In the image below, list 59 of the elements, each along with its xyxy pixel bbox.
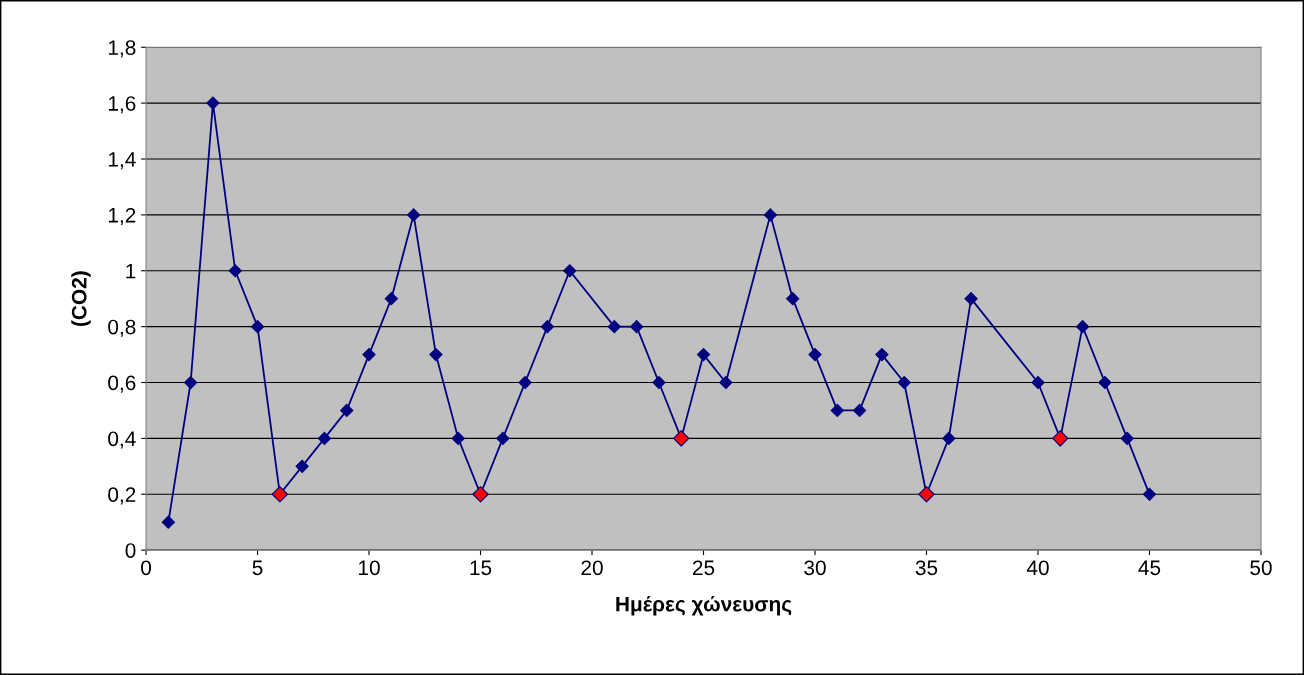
point bbox=[228, 264, 242, 278]
point bbox=[496, 431, 510, 445]
y-axis-title: (CO2) bbox=[71, 271, 91, 326]
y-tick-label: 0,8 bbox=[108, 319, 136, 337]
point bbox=[1075, 320, 1090, 334]
x-tick-label: 25 bbox=[692, 560, 715, 576]
point bbox=[340, 403, 354, 418]
x-tick-label: 10 bbox=[359, 560, 380, 576]
point bbox=[808, 347, 822, 362]
point bbox=[429, 347, 443, 362]
x-tick-label: 45 bbox=[1138, 560, 1161, 576]
point bbox=[1031, 375, 1045, 390]
y-tick-label: 0,4 bbox=[108, 431, 136, 449]
point bbox=[407, 208, 421, 222]
point bbox=[875, 347, 889, 362]
x-tick-label: 50 bbox=[1250, 560, 1272, 576]
point bbox=[763, 208, 777, 222]
point bbox=[540, 320, 555, 334]
point bbox=[250, 320, 265, 334]
y-tick-label: 1,6 bbox=[108, 96, 136, 114]
y-tick-label: 1,4 bbox=[108, 152, 136, 170]
point bbox=[161, 515, 175, 529]
x-tick-label: 30 bbox=[804, 560, 826, 576]
point bbox=[853, 403, 867, 418]
point bbox=[362, 347, 376, 362]
point bbox=[630, 320, 644, 334]
point bbox=[964, 292, 978, 306]
y-tick-label: 1 bbox=[126, 263, 136, 279]
point bbox=[652, 375, 666, 390]
y-tick-label: 1,2 bbox=[108, 207, 136, 226]
point bbox=[518, 375, 532, 390]
point bbox=[451, 431, 465, 445]
point bbox=[897, 375, 911, 390]
x-axis-title: Ημέρες χώνευσης bbox=[616, 595, 792, 616]
x-tick-label: 5 bbox=[252, 560, 263, 576]
x-tick-label: 40 bbox=[1026, 560, 1049, 576]
point bbox=[942, 431, 956, 445]
point bbox=[563, 264, 577, 278]
point bbox=[295, 459, 309, 473]
x-tick-label: 20 bbox=[581, 560, 603, 576]
point bbox=[607, 320, 621, 334]
point bbox=[384, 292, 398, 306]
y-tick-label: 0,2 bbox=[108, 487, 136, 505]
point bbox=[1098, 375, 1112, 390]
y-tick-label: 0 bbox=[125, 543, 136, 558]
point bbox=[786, 292, 800, 306]
point bbox=[206, 96, 220, 110]
point bbox=[830, 403, 844, 418]
point bbox=[317, 431, 332, 445]
point bbox=[184, 375, 198, 390]
point bbox=[696, 347, 711, 362]
x-tick-label: 15 bbox=[470, 560, 492, 576]
y-tick-label: 1,8 bbox=[108, 40, 136, 58]
y-tick-label: 0,6 bbox=[108, 375, 136, 393]
x-tick-label: 35 bbox=[915, 560, 938, 576]
point bbox=[719, 375, 733, 390]
point bbox=[1142, 487, 1157, 501]
point bbox=[1120, 431, 1134, 445]
x-tick-label: 0 bbox=[141, 560, 152, 576]
